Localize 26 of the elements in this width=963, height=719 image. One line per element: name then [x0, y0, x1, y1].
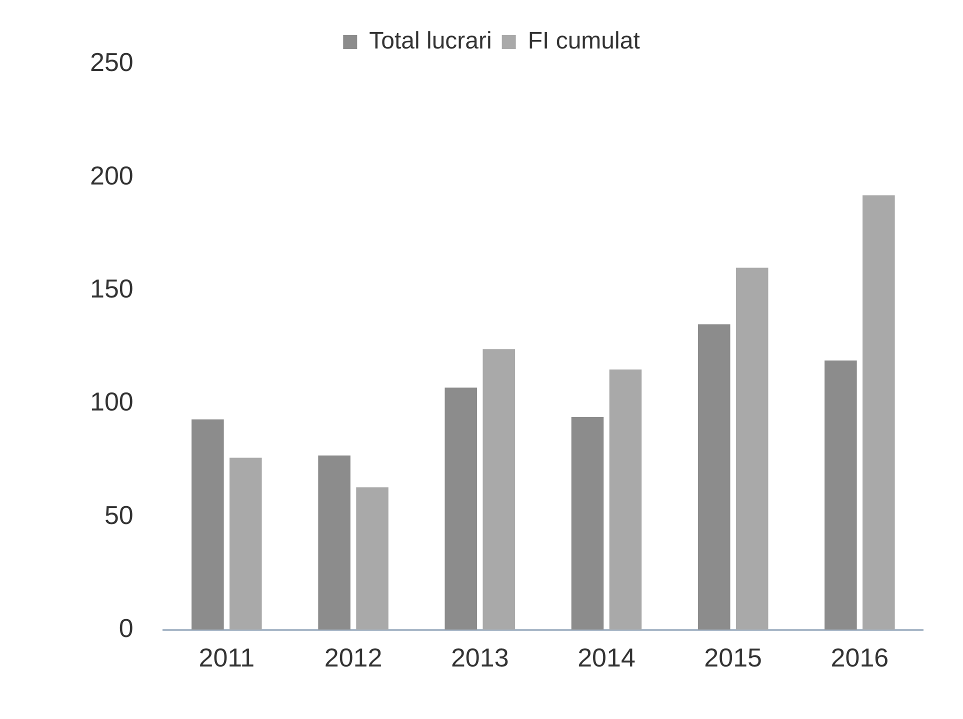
y-tick-label: 250 — [90, 47, 134, 78]
bar — [230, 458, 262, 630]
x-tick-label: 2013 — [450, 642, 509, 673]
bar — [698, 324, 730, 630]
y-tick-label: 100 — [90, 386, 134, 417]
x-tick-label: 2012 — [324, 642, 382, 673]
legend-label: FI cumulat — [528, 28, 640, 55]
bar — [571, 417, 604, 630]
y-tick-label: 50 — [104, 500, 134, 530]
bar — [356, 487, 388, 630]
x-tick-label: 2011 — [198, 642, 255, 673]
x-tick-label: 2015 — [704, 642, 762, 673]
bar — [862, 195, 895, 630]
bar — [444, 388, 478, 630]
bar — [736, 268, 768, 630]
legend-label: Total lucrari — [369, 28, 492, 55]
y-tick-label: 200 — [90, 160, 134, 190]
bar — [192, 419, 224, 630]
y-tick-label: 150 — [90, 273, 134, 304]
bar — [824, 360, 857, 630]
bar — [318, 456, 350, 630]
bar — [482, 349, 516, 630]
y-tick-label: 0 — [118, 612, 134, 643]
x-tick-label: 2016 — [830, 642, 889, 673]
x-tick-label: 2014 — [578, 642, 636, 673]
bar — [609, 370, 642, 630]
